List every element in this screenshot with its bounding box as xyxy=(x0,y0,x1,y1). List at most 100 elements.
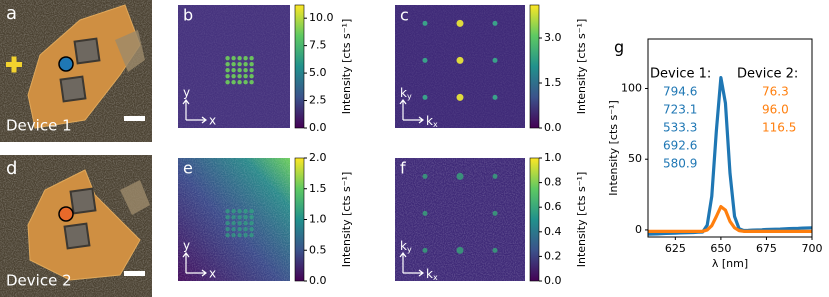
axis-label-y: ky xyxy=(400,86,412,101)
legend-value: 723.1 xyxy=(663,103,697,117)
map-spot xyxy=(456,56,464,64)
colorbar-tick-label: 0.0 xyxy=(544,121,562,134)
legend-value: 533.3 xyxy=(663,121,697,135)
axis-label-x-main: k xyxy=(426,267,433,281)
alignment-mark xyxy=(11,56,17,73)
map-spot xyxy=(225,67,230,73)
axis-arrow xyxy=(182,252,207,277)
colorbar-tick-label: 1.0 xyxy=(544,151,562,164)
map-spot xyxy=(456,93,464,101)
axis-label-y-sub: y xyxy=(407,245,412,254)
colorbar-tick-label: 7.5 xyxy=(309,39,327,52)
x-tick-label: 700 xyxy=(802,242,823,255)
panel-label: d xyxy=(6,158,17,179)
micrograph: d Device 2 xyxy=(0,155,152,297)
map-noise xyxy=(178,158,290,281)
legend-value: 794.6 xyxy=(663,85,697,99)
map-spot xyxy=(237,232,242,238)
map-spot xyxy=(225,55,230,61)
y-axis-label: Intensity [cts s⁻¹] xyxy=(607,100,620,196)
axis-label-x: kx xyxy=(426,267,438,282)
axis-label-y-sub: y xyxy=(407,92,412,101)
map-spot xyxy=(243,220,248,226)
colorbar-tick-label: 0.0 xyxy=(309,274,327,287)
map-spot xyxy=(225,208,230,214)
colorbar xyxy=(529,157,540,282)
legend-value: 76.3 xyxy=(762,85,789,99)
axis-label-x: x xyxy=(209,114,216,128)
scale-bar xyxy=(124,271,145,276)
device-marker xyxy=(58,56,74,72)
device-square xyxy=(73,37,101,65)
plot-frame xyxy=(647,38,813,238)
map-spot xyxy=(422,210,428,216)
x-tick-label: 625 xyxy=(665,242,686,255)
map-spot xyxy=(492,57,498,63)
legend-value: 692.6 xyxy=(663,139,697,153)
map-spot xyxy=(225,61,230,67)
map-spot xyxy=(231,232,236,238)
map-spot xyxy=(231,214,236,220)
x-tick-label: 650 xyxy=(710,242,731,255)
map-spot xyxy=(492,247,498,253)
panel-label: a xyxy=(6,3,17,24)
colorbar xyxy=(529,4,540,129)
debris xyxy=(115,30,145,72)
colorbar-label: Intensity [cts s⁻¹] xyxy=(575,19,588,115)
map-spot xyxy=(249,220,254,226)
map-spot xyxy=(231,73,236,79)
map-spot xyxy=(225,214,230,220)
axis-label-y: y xyxy=(183,239,190,253)
map-spot xyxy=(231,67,236,73)
colorbar-label: Intensity [cts s⁻¹] xyxy=(575,172,588,268)
device-square xyxy=(69,187,97,215)
axis-label-y-main: k xyxy=(400,86,407,100)
y-tick-label: 100 xyxy=(621,82,642,95)
map-spot xyxy=(422,247,428,253)
axis-label-y-main: k xyxy=(400,239,407,253)
device-label: Device 1 xyxy=(6,117,72,135)
map-spot xyxy=(492,210,498,216)
axis-arrow xyxy=(182,99,207,124)
map-spot xyxy=(249,226,254,232)
device-marker xyxy=(58,206,74,222)
map-spot xyxy=(243,208,248,214)
panel-label: g xyxy=(614,38,624,57)
map-spot xyxy=(237,208,242,214)
x-tick-label: 675 xyxy=(756,242,777,255)
axis-label-x-main: k xyxy=(426,114,433,128)
axis-arrow xyxy=(399,252,424,277)
colorbar-tick-label: 3.0 xyxy=(544,31,562,44)
colorbar-tick-label: 0.6 xyxy=(544,200,562,213)
scale-bar xyxy=(124,116,145,121)
panel-label: c xyxy=(400,6,409,25)
colorbar-tick-label: 1.5 xyxy=(544,76,562,89)
map-spot xyxy=(422,20,428,26)
map-spot xyxy=(237,79,242,85)
map-spot xyxy=(237,55,242,61)
map-spot xyxy=(243,226,248,232)
legend-title: Device 1: xyxy=(650,67,711,82)
map-spot xyxy=(492,20,498,26)
y-tick-label: 0 xyxy=(635,223,642,236)
axis-label-y: y xyxy=(183,86,190,100)
map-spot xyxy=(456,172,464,180)
map-spot xyxy=(243,61,248,67)
map-spot xyxy=(225,220,230,226)
legend-value: 96.0 xyxy=(762,103,789,117)
colorbar-tick-label: 0.4 xyxy=(544,225,562,238)
legend-value: 580.9 xyxy=(663,157,697,171)
map-spot xyxy=(231,220,236,226)
map-spot xyxy=(422,94,428,100)
map-spot xyxy=(243,79,248,85)
colorbar-tick-label: 1.0 xyxy=(309,213,327,226)
map-spot xyxy=(456,19,464,27)
map-spot xyxy=(237,214,242,220)
colorbar xyxy=(294,157,305,282)
axis-label-x-sub: x xyxy=(433,120,438,129)
axis-label-x-sub: x xyxy=(433,273,438,282)
panel-label: b xyxy=(183,6,193,25)
colorbar-tick-label: 0.0 xyxy=(309,121,327,134)
debris xyxy=(120,180,150,215)
axis-label-x: x xyxy=(209,267,216,281)
